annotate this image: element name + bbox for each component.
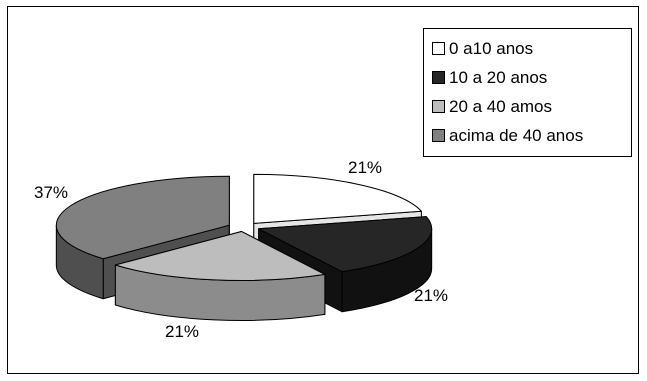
data-label-0-10: 21%	[348, 158, 383, 177]
slice-20-40	[114, 230, 326, 321]
legend-label-over-40: acima de 40 anos	[449, 125, 584, 145]
legend-item-over-40: acima de 40 anos	[432, 121, 631, 150]
legend-swatch-over-40	[432, 129, 445, 142]
data-label-over-40: 37%	[34, 183, 69, 202]
data-label-20-40: 21%	[165, 322, 200, 341]
legend-item-0-10: 0 a10 anos	[432, 34, 631, 63]
legend-item-20-40: 20 a 40 amos	[432, 92, 631, 121]
legend-item-10-20: 10 a 20 anos	[432, 63, 631, 92]
data-label-10-20: 21%	[414, 286, 449, 305]
legend-swatch-10-20	[432, 71, 445, 84]
legend-label-10-20: 10 a 20 anos	[449, 67, 548, 87]
legend-swatch-20-40	[432, 100, 445, 113]
legend-label-20-40: 20 a 40 amos	[449, 96, 553, 116]
legend-swatch-0-10	[432, 42, 445, 55]
legend: 0 a10 anos 10 a 20 anos 20 a 40 amos aci…	[423, 28, 632, 157]
legend-label-0-10: 0 a10 anos	[449, 38, 534, 58]
